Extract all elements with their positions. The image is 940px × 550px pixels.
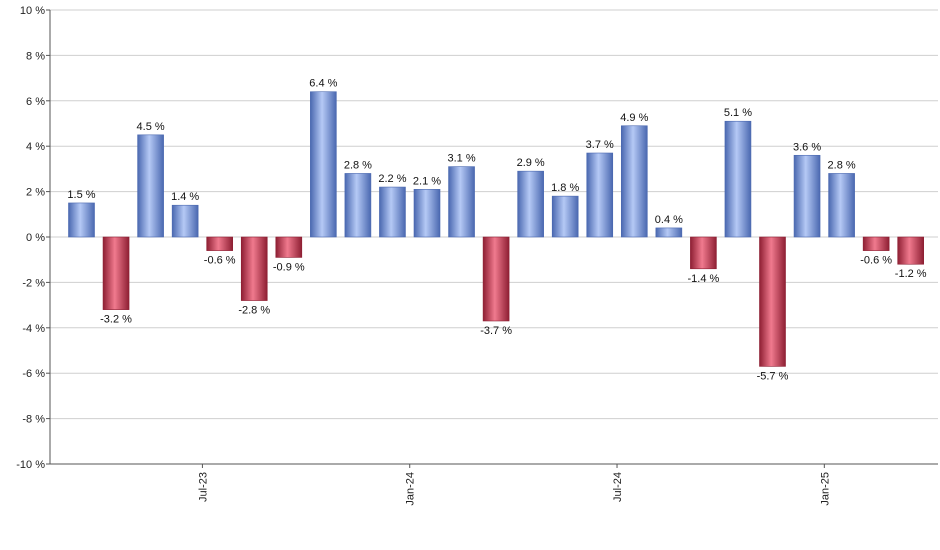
data-label: 2.8 % <box>828 159 856 171</box>
data-label: 4.9 % <box>620 112 648 124</box>
data-label: 1.8 % <box>551 182 579 194</box>
y-tick-label: 6 % <box>26 96 45 108</box>
y-tick-label: 0 % <box>26 232 45 244</box>
bar-positive <box>68 202 95 238</box>
bar-positive <box>724 120 752 238</box>
y-tick-label: 2 % <box>26 187 45 199</box>
bar-negative <box>482 236 510 322</box>
bar-negative <box>759 236 786 367</box>
bar-positive <box>655 227 683 238</box>
data-label: 5.1 % <box>724 107 752 119</box>
bar-negative <box>897 236 925 265</box>
bar-positive <box>551 195 579 238</box>
data-label: 6.4 % <box>309 78 337 90</box>
bar-positive <box>137 134 164 238</box>
bar-positive <box>448 166 475 238</box>
bar-negative <box>275 236 303 258</box>
x-axis: Jul-23 Jan-24 Jul-24 Jan-25 <box>50 463 938 506</box>
data-label: -5.7 % <box>757 370 789 382</box>
data-label: -0.6 % <box>860 255 892 267</box>
data-label: -1.4 % <box>688 273 720 285</box>
bar-negative <box>206 236 233 251</box>
y-tick-label: -4 % <box>22 323 45 335</box>
bars-layer <box>68 91 925 367</box>
data-label: -0.9 % <box>273 261 305 273</box>
bar-positive <box>171 204 199 238</box>
y-tick-label: 8 % <box>26 50 45 62</box>
y-tick-label: -6 % <box>22 368 45 380</box>
bar-positive <box>620 125 648 238</box>
data-label: 2.9 % <box>517 157 545 169</box>
data-label: 3.1 % <box>447 153 475 165</box>
bar-positive <box>793 154 821 238</box>
data-label: 4.5 % <box>137 121 165 133</box>
bar-positive <box>828 173 855 238</box>
data-label: 2.1 % <box>413 175 441 187</box>
bar-positive <box>310 91 337 238</box>
bar-negative <box>690 236 717 270</box>
data-label: -1.2 % <box>895 268 927 280</box>
data-label: 2.2 % <box>378 173 406 185</box>
y-tick-label: -10 % <box>16 459 45 471</box>
data-label: -3.7 % <box>480 325 512 337</box>
bar-positive <box>344 173 372 238</box>
data-label: 2.8 % <box>344 159 372 171</box>
bar-positive <box>413 189 441 238</box>
x-tick-label: Jan-25 <box>819 472 831 506</box>
x-tick-label: Jul-24 <box>612 472 624 502</box>
bar-negative <box>862 236 890 251</box>
data-label: -2.8 % <box>238 305 270 317</box>
bar-positive <box>586 152 614 238</box>
data-label: 3.7 % <box>586 139 614 151</box>
y-tick-label: 10 % <box>20 5 45 17</box>
bar-positive <box>517 170 544 238</box>
data-label: 3.6 % <box>793 141 821 153</box>
data-label: -0.6 % <box>204 255 236 267</box>
bar-positive <box>379 186 406 238</box>
y-tick-label: 4 % <box>26 141 45 153</box>
data-labels-layer: 1.5 % -3.2 % 4.5 % 1.4 % -0.6 % -2.8 % -0.9 % 6… <box>67 78 926 383</box>
y-tick-label: -8 % <box>22 414 45 426</box>
y-tick-label: -2 % <box>22 277 45 289</box>
x-tick-label: Jul-23 <box>197 472 209 502</box>
bar-negative <box>102 236 130 310</box>
bar-negative <box>240 236 268 301</box>
data-label: 1.5 % <box>67 189 95 201</box>
data-label: 0.4 % <box>655 214 683 226</box>
data-label: 1.4 % <box>171 191 199 203</box>
x-tick-label: Jan-24 <box>405 472 417 506</box>
data-label: -3.2 % <box>100 314 132 326</box>
y-axis: 10 % 8 % 6 % 4 % 2 % 0 % -2 % -4 % -6 % -8 % -10 % <box>16 5 51 471</box>
